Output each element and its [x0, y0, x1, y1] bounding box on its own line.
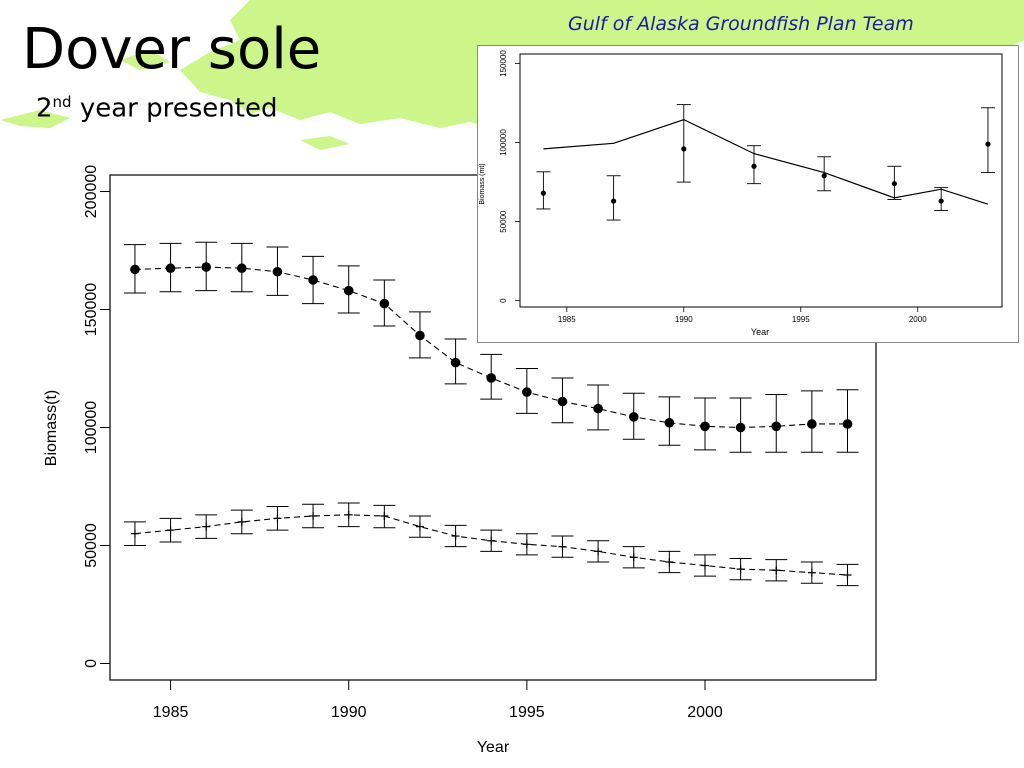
series-0-point-1998 [628, 412, 639, 422]
series-1-point-2002 [772, 566, 781, 575]
main-axes: 1985 1990 1995 2000 0 50000 100000 150000 200000 [83, 165, 723, 721]
inset-point-1987 [610, 198, 617, 204]
inset-marks [536, 104, 995, 221]
inset-point-1993 [751, 163, 757, 169]
series-1-point-1991 [380, 511, 389, 520]
series-0-point-1986 [201, 262, 211, 272]
page-title: Dover sole [22, 17, 322, 82]
main-y-axis-label: Biomass(t) [43, 390, 60, 466]
series-0-point-2003 [807, 419, 817, 429]
inset-y-tick-label-100000: 100000 [499, 129, 508, 156]
inset-x-axis-label: Year [751, 327, 769, 337]
series-1-point-2000 [700, 561, 709, 570]
series-0-point-1988 [272, 266, 283, 277]
inset-y-tick-label-50000: 50000 [499, 210, 508, 233]
inset-x-tick-label-1990: 1990 [675, 315, 693, 324]
series-0-point-1991 [379, 298, 390, 309]
series-1-point-1987 [237, 517, 246, 526]
page-subtitle: 2nd year presented [36, 94, 277, 123]
inset-x-tick-label-1995: 1995 [792, 315, 810, 324]
inset-line-series [543, 118, 989, 205]
subtitle-text: year presented [71, 93, 278, 124]
y-tick-label-0: 0 [83, 659, 100, 668]
inset-x-tick-label-2000: 2000 [909, 315, 927, 324]
inset-y-tick-label-0: 0 [499, 298, 508, 303]
series-1-point-1986 [202, 522, 211, 531]
x-tick-label-1985: 1985 [153, 704, 189, 721]
series-0-point-2000 [700, 421, 710, 432]
series-0-point-1992 [415, 330, 425, 341]
inset-point-2003 [985, 141, 991, 147]
inset-plot-frame [519, 53, 1003, 308]
series-1-point-1985 [166, 526, 175, 535]
inset-point-2001 [938, 198, 944, 204]
series-0-point-1995 [522, 387, 532, 397]
y-tick-label-150000: 150000 [83, 283, 100, 336]
series-1-point-1993 [451, 532, 460, 541]
y-tick-label-100000: 100000 [83, 401, 100, 454]
inset-axes: 1985 1990 1995 2000 0 50000 100000 150000 [499, 50, 927, 324]
inset-point-1990 [681, 146, 687, 152]
series-0-point-1994 [486, 373, 497, 383]
series-0-point-2004 [842, 419, 853, 429]
series-1-point-1996 [558, 542, 567, 551]
series-1-point-2003 [807, 568, 816, 577]
inset-y-tick-label-150000: 150000 [499, 50, 508, 77]
series-1-point-1989 [309, 511, 318, 520]
series-1-point-1994 [487, 536, 496, 545]
series-0-point-1985 [165, 263, 176, 274]
series-1-point-1998 [629, 553, 638, 562]
series-1-point-1997 [594, 547, 603, 556]
inset-point-1999 [891, 181, 897, 187]
series-1-point-1999 [665, 558, 674, 567]
subtitle-ordinal-number: 2 [36, 93, 53, 124]
series-0-point-1993 [450, 357, 461, 368]
series-1-point-1988 [273, 514, 282, 523]
team-label: Gulf of Alaska Groundfish Plan Team [568, 13, 914, 35]
main-marks [123, 241, 859, 587]
series-1-point-1995 [522, 540, 531, 549]
series-0-point-1996 [557, 396, 568, 407]
series-1-point-1984 [130, 529, 139, 538]
x-tick-label-1995: 1995 [509, 704, 545, 721]
series-1-point-2004 [843, 570, 852, 579]
series-0-point-1997 [593, 403, 603, 414]
series-0-point-1984 [130, 264, 140, 275]
subtitle-ordinal-suffix: nd [52, 93, 72, 111]
inset-y-axis-label: Biomass (mt) [479, 163, 486, 204]
series-0-point-2001 [735, 422, 746, 433]
inset-x-tick-label-1985: 1985 [558, 315, 576, 324]
series-0-point-2002 [771, 421, 782, 432]
series-1-point-2001 [736, 565, 745, 574]
main-x-axis-label: Year [477, 739, 510, 756]
series-0-point-1999 [664, 417, 675, 428]
series-0-point-1990 [343, 285, 354, 296]
y-tick-label-200000: 200000 [83, 165, 100, 218]
x-tick-label-2000: 2000 [687, 704, 723, 721]
series-1-point-1992 [415, 522, 424, 531]
series-0-point-1989 [308, 275, 318, 285]
inset-point-1984 [540, 190, 546, 196]
x-tick-label-1990: 1990 [331, 704, 367, 721]
inset-chart-panel: 1985 1990 1995 2000 0 50000 100000 150000 Year … [477, 45, 1019, 343]
series-0-point-1987 [237, 263, 247, 274]
y-tick-label-50000: 50000 [83, 523, 100, 568]
inset-point-1996 [821, 173, 827, 179]
series-1-point-1990 [344, 510, 353, 519]
